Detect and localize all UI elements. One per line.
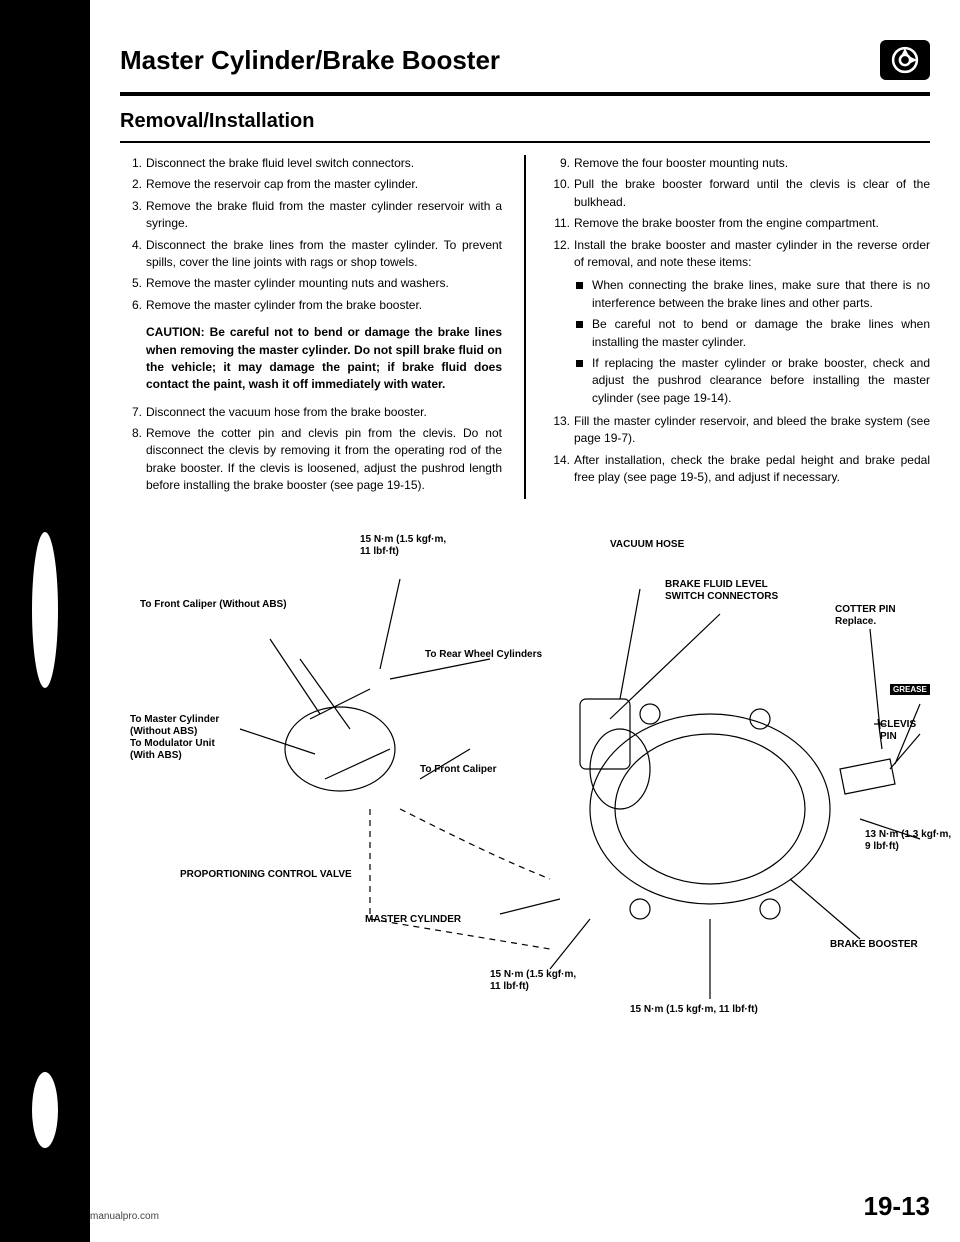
label-brake-booster: BRAKE BOOSTER bbox=[830, 939, 918, 951]
section-icon bbox=[880, 40, 930, 80]
column-divider bbox=[524, 155, 526, 499]
left-steps-1: 1.Disconnect the brake fluid level switc… bbox=[120, 155, 502, 314]
right-steps-1: 9.Remove the four booster mounting nuts.… bbox=[548, 155, 930, 271]
diagram-svg bbox=[120, 519, 930, 1039]
label-grease: GREASE bbox=[890, 684, 930, 696]
exploded-diagram: 15 N·m (1.5 kgf·m, 11 lbf·ft) To Front C… bbox=[120, 519, 930, 1039]
caution-block: CAUTION: Be careful not to bend or damag… bbox=[146, 324, 502, 394]
page-binding bbox=[0, 0, 90, 1242]
label-master-cyl: MASTER CYLINDER bbox=[365, 914, 461, 926]
label-torque-clevis: 13 N·m (1.3 kgf·m, 9 lbf·ft) bbox=[865, 829, 951, 853]
section-subtitle: Removal/Installation bbox=[120, 110, 930, 133]
right-bullets: When connecting the brake lines, make su… bbox=[574, 277, 930, 407]
label-pcv: PROPORTIONING CONTROL VALVE bbox=[180, 869, 352, 881]
page-content: Master Cylinder/Brake Booster Removal/In… bbox=[90, 0, 960, 1059]
page-header: Master Cylinder/Brake Booster bbox=[120, 40, 930, 80]
label-torque-bottom1: 15 N·m (1.5 kgf·m, 11 lbf·ft) bbox=[490, 969, 576, 993]
label-to-front: To Front Caliper bbox=[420, 764, 496, 776]
two-column-body: 1.Disconnect the brake fluid level switc… bbox=[120, 155, 930, 499]
page-number: 19-13 bbox=[864, 1191, 931, 1222]
label-torque-bottom2: 15 N·m (1.5 kgf·m, 11 lbf·ft) bbox=[630, 1004, 758, 1016]
label-torque-top: 15 N·m (1.5 kgf·m, 11 lbf·ft) bbox=[360, 534, 446, 558]
rule-thick bbox=[120, 92, 930, 96]
label-to-rear: To Rear Wheel Cylinders bbox=[425, 649, 542, 661]
label-front-caliper-noabs: To Front Caliper (Without ABS) bbox=[140, 599, 287, 611]
label-bfl-switch: BRAKE FLUID LEVEL SWITCH CONNECTORS bbox=[665, 579, 778, 603]
left-column: 1.Disconnect the brake fluid level switc… bbox=[120, 155, 502, 499]
label-cotter-pin: COTTER PIN Replace. bbox=[835, 604, 896, 628]
label-to-master-cyl: To Master Cylinder (Without ABS) To Modu… bbox=[130, 714, 219, 762]
right-steps-2: 13.Fill the master cylinder reservoir, a… bbox=[548, 413, 930, 487]
rule-thin bbox=[120, 141, 930, 143]
footer-left: manualpro.com bbox=[90, 1211, 159, 1222]
page-title: Master Cylinder/Brake Booster bbox=[120, 45, 500, 76]
label-clevis-pin: CLEVIS PIN bbox=[880, 719, 930, 743]
right-column: 9.Remove the four booster mounting nuts.… bbox=[548, 155, 930, 499]
left-steps-2: 7.Disconnect the vacuum hose from the br… bbox=[120, 404, 502, 495]
label-vacuum-hose: VACUUM HOSE bbox=[610, 539, 684, 551]
